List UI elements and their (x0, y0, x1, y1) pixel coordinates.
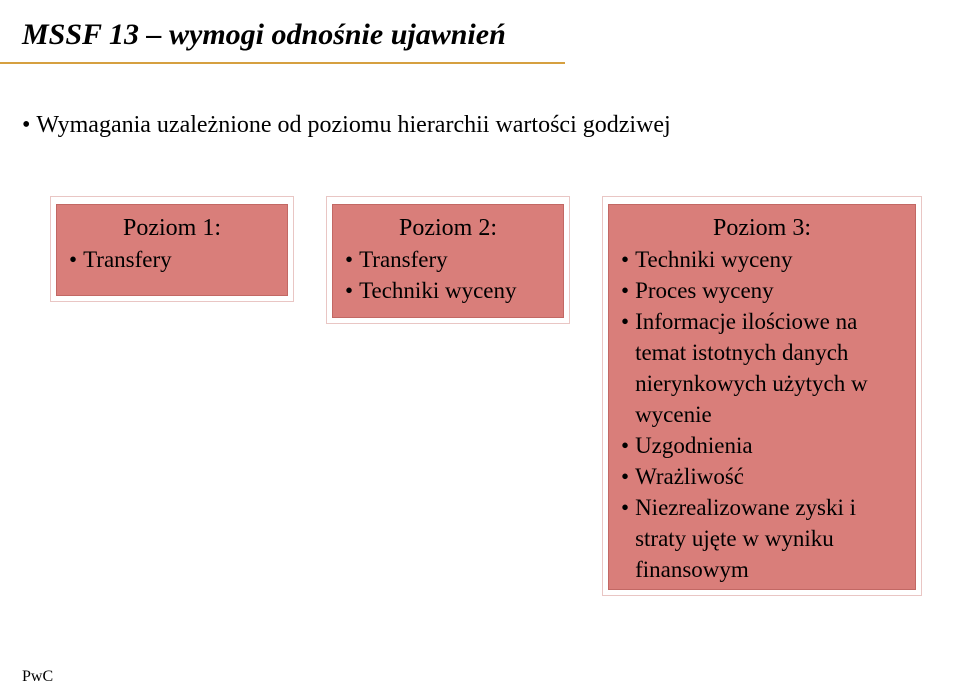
level2-box: Poziom 2: •Transfery•Techniki wyceny (332, 204, 564, 318)
level2-item: •Transfery (345, 244, 551, 275)
bullet-dot-icon: • (69, 244, 77, 275)
level3-item-text: Wrażliwość (635, 461, 744, 492)
level3-item-text: Techniki wyceny (635, 244, 792, 275)
level3-item-text: Proces wyceny (635, 275, 774, 306)
slide: MSSF 13 – wymogi odnośnie ujawnień •Wyma… (0, 0, 960, 700)
bullet-dot-icon: • (621, 306, 629, 337)
level2-item-text: Techniki wyceny (359, 275, 516, 306)
level3-item: •Techniki wyceny (621, 244, 903, 275)
page-title: MSSF 13 – wymogi odnośnie ujawnień (22, 18, 506, 52)
level3-item: •Uzgodnienia (621, 430, 903, 461)
bullet-dot-icon: • (621, 430, 629, 461)
level2-title: Poziom 2: (345, 215, 551, 242)
level3-item: •Proces wyceny (621, 275, 903, 306)
title-underline (0, 62, 565, 64)
bullet-dot-icon: • (621, 461, 629, 492)
sub-bullet-text: Wymagania uzależnione od poziomu hierarc… (36, 112, 670, 138)
level3-box: Poziom 3: •Techniki wyceny•Proces wyceny… (608, 204, 916, 590)
level1-box: Poziom 1: •Transfery (56, 204, 288, 296)
bullet-dot-icon: • (621, 275, 629, 306)
level3-item-text: Niezrealizowane zyski i straty ujęte w w… (635, 492, 903, 585)
level3-list: •Techniki wyceny•Proces wyceny•Informacj… (621, 244, 903, 586)
level3-item-text: Informacje ilościowe na temat istotnych … (635, 306, 903, 430)
bullet-dot-icon: • (22, 112, 30, 138)
bullet-dot-icon: • (621, 244, 629, 275)
level1-list: •Transfery (69, 244, 275, 275)
level3-item: •Niezrealizowane zyski i straty ujęte w … (621, 492, 903, 585)
level2-item-text: Transfery (359, 244, 448, 275)
level1-item: •Transfery (69, 244, 275, 275)
sub-bullet-line: •Wymagania uzależnione od poziomu hierar… (22, 110, 671, 140)
bullet-dot-icon: • (621, 492, 629, 523)
level3-title: Poziom 3: (621, 215, 903, 242)
footer-brand: PwC (22, 668, 53, 686)
level2-item: •Techniki wyceny (345, 275, 551, 306)
level1-item-text: Transfery (83, 244, 172, 275)
level3-item: •Informacje ilościowe na temat istotnych… (621, 306, 903, 430)
level2-list: •Transfery•Techniki wyceny (345, 244, 551, 306)
level1-title: Poziom 1: (69, 215, 275, 242)
bullet-dot-icon: • (345, 244, 353, 275)
level3-item: •Wrażliwość (621, 461, 903, 492)
level3-item-text: Uzgodnienia (635, 430, 753, 461)
bullet-dot-icon: • (345, 275, 353, 306)
